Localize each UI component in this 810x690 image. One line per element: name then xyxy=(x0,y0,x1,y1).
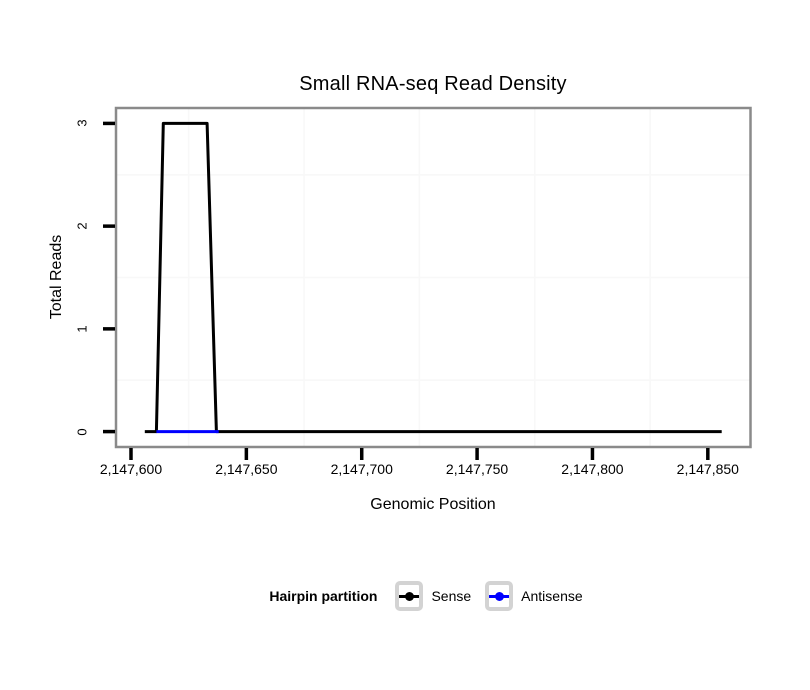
legend-key-antisense xyxy=(485,581,514,611)
series-line-sense xyxy=(144,121,722,434)
y-tick-label: 3 xyxy=(74,119,90,128)
panel-border xyxy=(114,106,752,449)
y-tick-label: 1 xyxy=(74,325,90,333)
x-tick-label: 2,147,800 xyxy=(561,461,624,477)
legend-label-antisense: Antisense xyxy=(521,588,583,604)
y-axis-title: Total Reads xyxy=(48,234,65,320)
legend-title: Hairpin partition xyxy=(269,588,378,604)
legend-key-point-icon xyxy=(404,591,414,601)
legend: Hairpin partition Sense Antisense xyxy=(116,579,750,613)
y-tick-label: 0 xyxy=(74,427,90,436)
y-tick-label: 2 xyxy=(74,222,90,230)
x-tick-label: 2,147,650 xyxy=(215,461,278,477)
legend-key-sense xyxy=(395,581,424,611)
legend-key-point-icon xyxy=(494,591,504,601)
x-tick-label: 2,147,850 xyxy=(676,461,739,477)
x-axis-title: Genomic Position xyxy=(370,496,496,513)
chart-title: Small RNA-seq Read Density xyxy=(299,73,567,95)
x-tick-label: 2,147,600 xyxy=(99,461,163,477)
legend-label-sense: Sense xyxy=(431,588,472,604)
x-tick-label: 2,147,750 xyxy=(445,461,509,477)
x-tick-label: 2,147,700 xyxy=(330,461,393,477)
